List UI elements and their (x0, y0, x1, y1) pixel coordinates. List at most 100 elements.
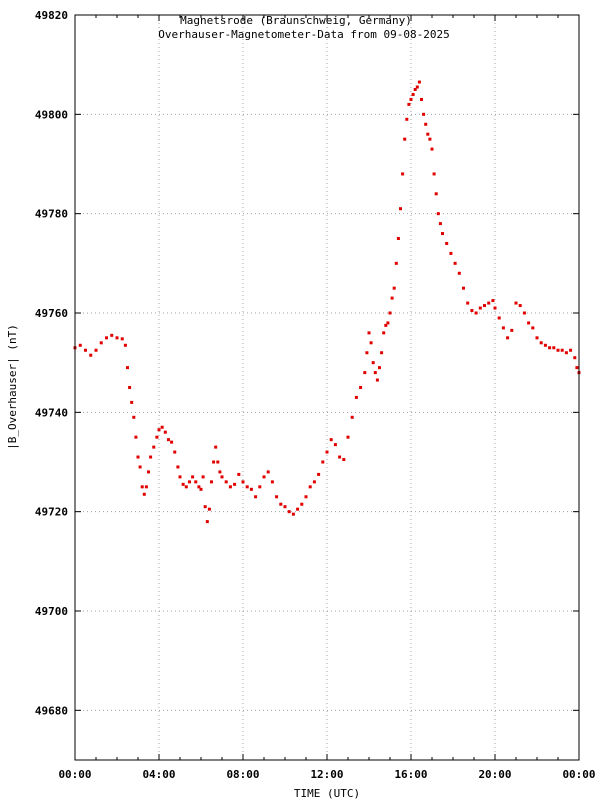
data-point (203, 505, 207, 509)
data-point (501, 326, 505, 330)
data-point (514, 301, 518, 305)
data-point (266, 470, 270, 474)
data-point (369, 341, 373, 345)
data-point (338, 455, 342, 459)
data-point (434, 192, 438, 196)
y-tick-label: 49820 (35, 9, 68, 22)
data-point (123, 343, 127, 347)
data-point (191, 475, 195, 479)
data-point (420, 97, 423, 101)
data-point (304, 495, 308, 499)
data-point (218, 470, 222, 474)
data-point (359, 386, 363, 389)
data-point (384, 323, 388, 327)
data-point (350, 415, 354, 419)
x-tick-labels: 00:00 04:00 08:00 12:00 16:00 20:00 00:00 (58, 768, 595, 781)
data-point (115, 336, 119, 340)
data-point (308, 485, 312, 489)
data-point (283, 505, 287, 509)
data-point (142, 492, 146, 496)
data-point (84, 348, 87, 352)
data-point (170, 440, 174, 444)
data-point (354, 395, 358, 399)
y-axis-title: |B_Overhauser| (nT) (6, 324, 19, 450)
data-point (386, 321, 390, 325)
data-point (296, 507, 300, 511)
data-point (152, 445, 156, 449)
data-point (333, 443, 337, 447)
data-point (130, 400, 134, 404)
data-point (207, 507, 211, 511)
data-point (228, 485, 232, 489)
data-point (483, 304, 486, 308)
data-point (173, 450, 177, 454)
data-point (432, 172, 436, 176)
data-point (409, 97, 413, 101)
data-point (518, 304, 522, 308)
y-tick-label: 49740 (35, 406, 68, 419)
data-point (144, 485, 148, 489)
data-point (312, 480, 316, 484)
data-point (199, 487, 203, 491)
data-point (474, 311, 478, 315)
data-point (157, 428, 161, 432)
data-point (569, 348, 573, 352)
data-point (237, 472, 241, 476)
data-point (510, 328, 514, 332)
data-point (493, 306, 497, 310)
data-point (210, 480, 213, 484)
data-point (491, 299, 495, 303)
data-point (436, 212, 440, 216)
data-point (371, 361, 375, 365)
data-point (396, 237, 400, 240)
y-tick-label: 49800 (35, 108, 68, 121)
data-point (89, 353, 93, 357)
data-point (287, 510, 291, 514)
data-point (388, 311, 392, 315)
data-point (149, 455, 153, 459)
data-point (205, 520, 209, 524)
data-point (506, 336, 510, 340)
data-point (430, 147, 434, 151)
data-point (564, 351, 568, 355)
data-point (552, 346, 556, 350)
data-point (178, 475, 182, 479)
data-point (487, 301, 491, 305)
data-point (422, 112, 426, 116)
y-tick-label: 49680 (35, 704, 68, 717)
data-point (556, 348, 560, 352)
data-point (120, 337, 124, 341)
x-tick-label: 00:00 (58, 768, 91, 781)
data-point (453, 261, 457, 265)
data-point (99, 341, 103, 345)
data-point (214, 445, 218, 449)
y-tick-label: 49780 (35, 208, 68, 221)
data-point (197, 485, 201, 489)
data-point (181, 482, 185, 486)
data-point (535, 336, 539, 340)
data-point (522, 311, 526, 315)
data-point (438, 222, 442, 226)
data-point (140, 485, 144, 489)
data-point (94, 348, 98, 352)
data-point (258, 485, 262, 489)
data-point (342, 458, 346, 462)
data-point (249, 487, 253, 491)
y-tick-label: 49700 (35, 605, 68, 618)
data-point (365, 351, 369, 355)
x-axis-title: TIME (UTC) (294, 787, 360, 800)
y-tick-label: 49720 (35, 506, 68, 519)
data-point (279, 502, 283, 506)
data-point (176, 465, 180, 469)
data-point (392, 286, 396, 290)
data-point (110, 333, 114, 337)
data-point (187, 480, 191, 484)
data-point (426, 132, 430, 136)
data-point (573, 356, 577, 360)
data-point (166, 438, 170, 442)
data-point (497, 316, 501, 320)
data-point (138, 465, 142, 469)
data-point (321, 460, 325, 464)
data-point (417, 80, 421, 84)
data-point (457, 271, 461, 275)
